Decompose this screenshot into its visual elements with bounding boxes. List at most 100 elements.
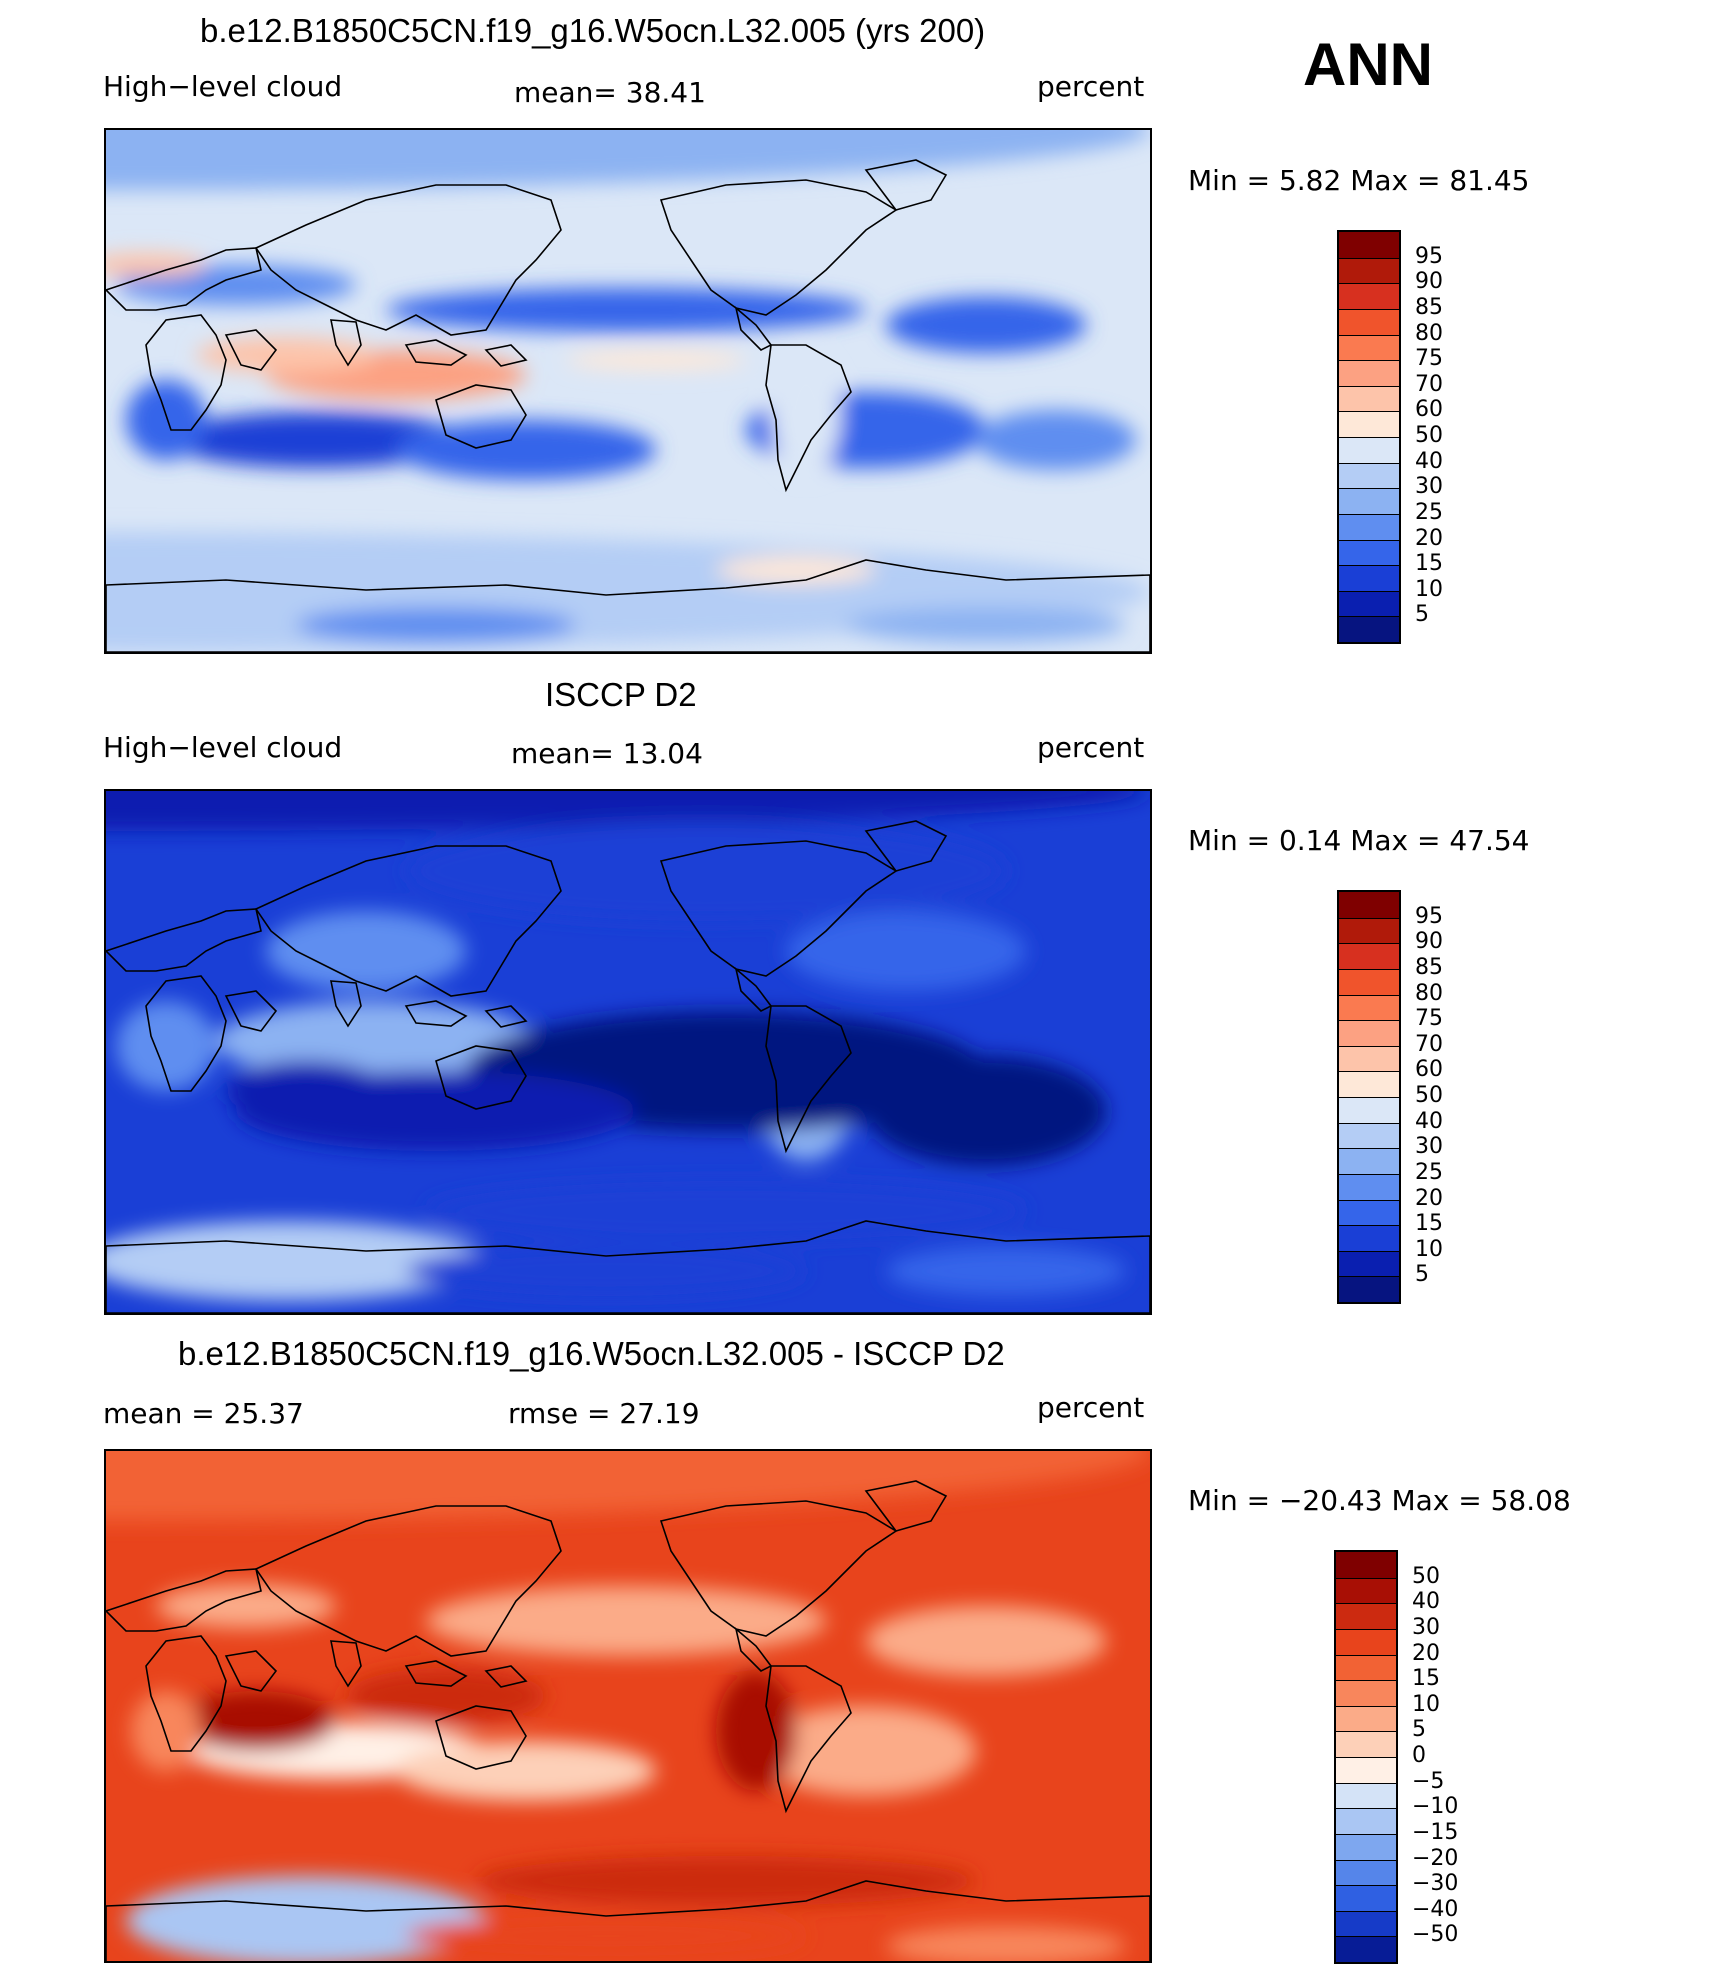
colorbar-swatch <box>1336 1757 1396 1783</box>
field-contour <box>476 1856 976 1906</box>
colorbar-swatch <box>1336 1859 1396 1886</box>
coastline <box>106 1880 1150 1961</box>
colorbar-tick-label: 30 <box>1415 1134 1443 1160</box>
panel2-variable-label: High−level cloud <box>103 731 343 764</box>
field-map-svg <box>106 1451 1150 1961</box>
colorbar-swatch <box>1336 1910 1396 1937</box>
field-contour <box>386 288 866 332</box>
field-contour <box>886 1926 1126 1961</box>
coastline <box>145 975 227 1092</box>
colorbar-tick-label: −30 <box>1412 1871 1459 1897</box>
colorbar-tick-label: 10 <box>1412 1691 1440 1717</box>
field-contour <box>756 1706 976 1796</box>
colorbar-swatch <box>1336 1833 1396 1860</box>
panel3-rmse-label: rmse = 27.19 <box>508 1397 700 1430</box>
coastline <box>254 1505 562 1657</box>
field-contour <box>106 1451 1150 1521</box>
colorbar-swatch <box>1339 1250 1399 1277</box>
coastline <box>659 840 898 977</box>
panel1-variable-label: High−level cloud <box>103 70 343 103</box>
coastline <box>145 1635 227 1752</box>
colorbar-tick-label: 95 <box>1415 903 1443 929</box>
colorbar-swatch <box>1336 1936 1396 1962</box>
colorbar-tick-label: −40 <box>1412 1896 1459 1922</box>
colorbar-tick-label: 80 <box>1415 320 1443 346</box>
field-map-svg <box>106 791 1150 1313</box>
colorbar-tick-label: 0 <box>1412 1743 1426 1768</box>
panel3-units-label: percent <box>1037 1391 1145 1424</box>
coastline <box>254 184 562 336</box>
colorbar-swatch <box>1336 1705 1396 1732</box>
colorbar-swatch <box>1339 257 1399 284</box>
colorbar-tick-label: 50 <box>1415 1083 1443 1108</box>
coastline <box>330 319 362 367</box>
colorbar-tick-label: 70 <box>1415 371 1443 397</box>
colorbar-tick-label: 85 <box>1415 954 1443 980</box>
colorbar-swatch <box>1339 1020 1399 1046</box>
panel3-title: b.e12.B1850C5CN.f19_g16.W5ocn.L32.005 - … <box>178 1335 1005 1372</box>
colorbar-swatch <box>1339 1071 1399 1097</box>
coastline <box>435 1045 527 1110</box>
coastline <box>404 339 528 367</box>
field-contour <box>396 420 656 480</box>
colorbar-tick-label: 50 <box>1412 1563 1440 1589</box>
colorbar-tick-label: 15 <box>1412 1666 1440 1692</box>
coastline <box>734 305 773 351</box>
colorbar-tick-label: 40 <box>1415 448 1443 474</box>
field-contour <box>106 1221 486 1301</box>
colorbar-tick-label: 80 <box>1415 980 1443 1006</box>
field-contour <box>216 1001 536 1081</box>
panel2-title: ISCCP D2 <box>545 676 697 713</box>
field-contour <box>106 791 1150 831</box>
coastline <box>659 1500 898 1637</box>
coastline <box>765 344 852 493</box>
colorbar-tick-label: 95 <box>1415 243 1443 269</box>
coastline <box>404 1000 528 1028</box>
colorbar-swatch <box>1339 943 1399 969</box>
colorbar-tick-label: 40 <box>1415 1108 1443 1134</box>
panel3-colorbar <box>1334 1550 1398 1964</box>
colorbar-swatch <box>1339 411 1399 437</box>
colorbar-swatch <box>1339 994 1399 1021</box>
colorbar-swatch <box>1339 1122 1399 1149</box>
colorbar-swatch <box>1339 1276 1399 1302</box>
colorbar-swatch <box>1339 462 1399 489</box>
field-contour <box>846 607 1126 643</box>
colorbar-tick-label: −50 <box>1412 1922 1459 1948</box>
colorbar-tick-label: 90 <box>1415 929 1443 955</box>
colorbar-tick-label: 5 <box>1415 602 1429 628</box>
coastline <box>765 1005 852 1154</box>
colorbar-tick-label: 90 <box>1415 269 1443 295</box>
colorbar-swatch <box>1336 1577 1396 1604</box>
colorbar-swatch <box>1339 1173 1399 1200</box>
colorbar-swatch <box>1339 1225 1399 1251</box>
coastline <box>659 179 898 316</box>
field-contour <box>566 350 746 370</box>
colorbar-swatch <box>1336 1628 1396 1655</box>
colorbar-tick-label: 75 <box>1415 1006 1443 1032</box>
field-contour <box>771 355 841 475</box>
field-contour <box>266 911 466 991</box>
field-contour <box>196 337 376 373</box>
field-contour <box>126 1876 486 1961</box>
field-contour <box>786 911 1026 991</box>
colorbar-tick-label: 75 <box>1415 346 1443 372</box>
field-contour <box>866 1606 1106 1676</box>
colorbar-swatch <box>1339 1097 1399 1123</box>
colorbar-swatch <box>1339 488 1399 514</box>
field-contour <box>396 1741 656 1801</box>
panel3-map <box>104 1449 1152 1963</box>
coastline <box>254 845 562 997</box>
panel3-mean-label: mean = 25.37 <box>103 1397 304 1430</box>
colorbar-swatch <box>1336 1808 1396 1834</box>
coastline <box>106 1568 262 1632</box>
season-label: ANN <box>1303 31 1433 98</box>
colorbar-swatch <box>1336 1731 1396 1757</box>
colorbar-tick-label: 10 <box>1415 1236 1443 1262</box>
colorbar-tick-label: 30 <box>1415 474 1443 500</box>
field-contour <box>976 410 1136 470</box>
colorbar-tick-label: −10 <box>1412 1794 1459 1820</box>
colorbar-tick-label: 15 <box>1415 551 1443 577</box>
coastline <box>765 1665 852 1814</box>
colorbar-tick-label: 25 <box>1415 499 1443 525</box>
